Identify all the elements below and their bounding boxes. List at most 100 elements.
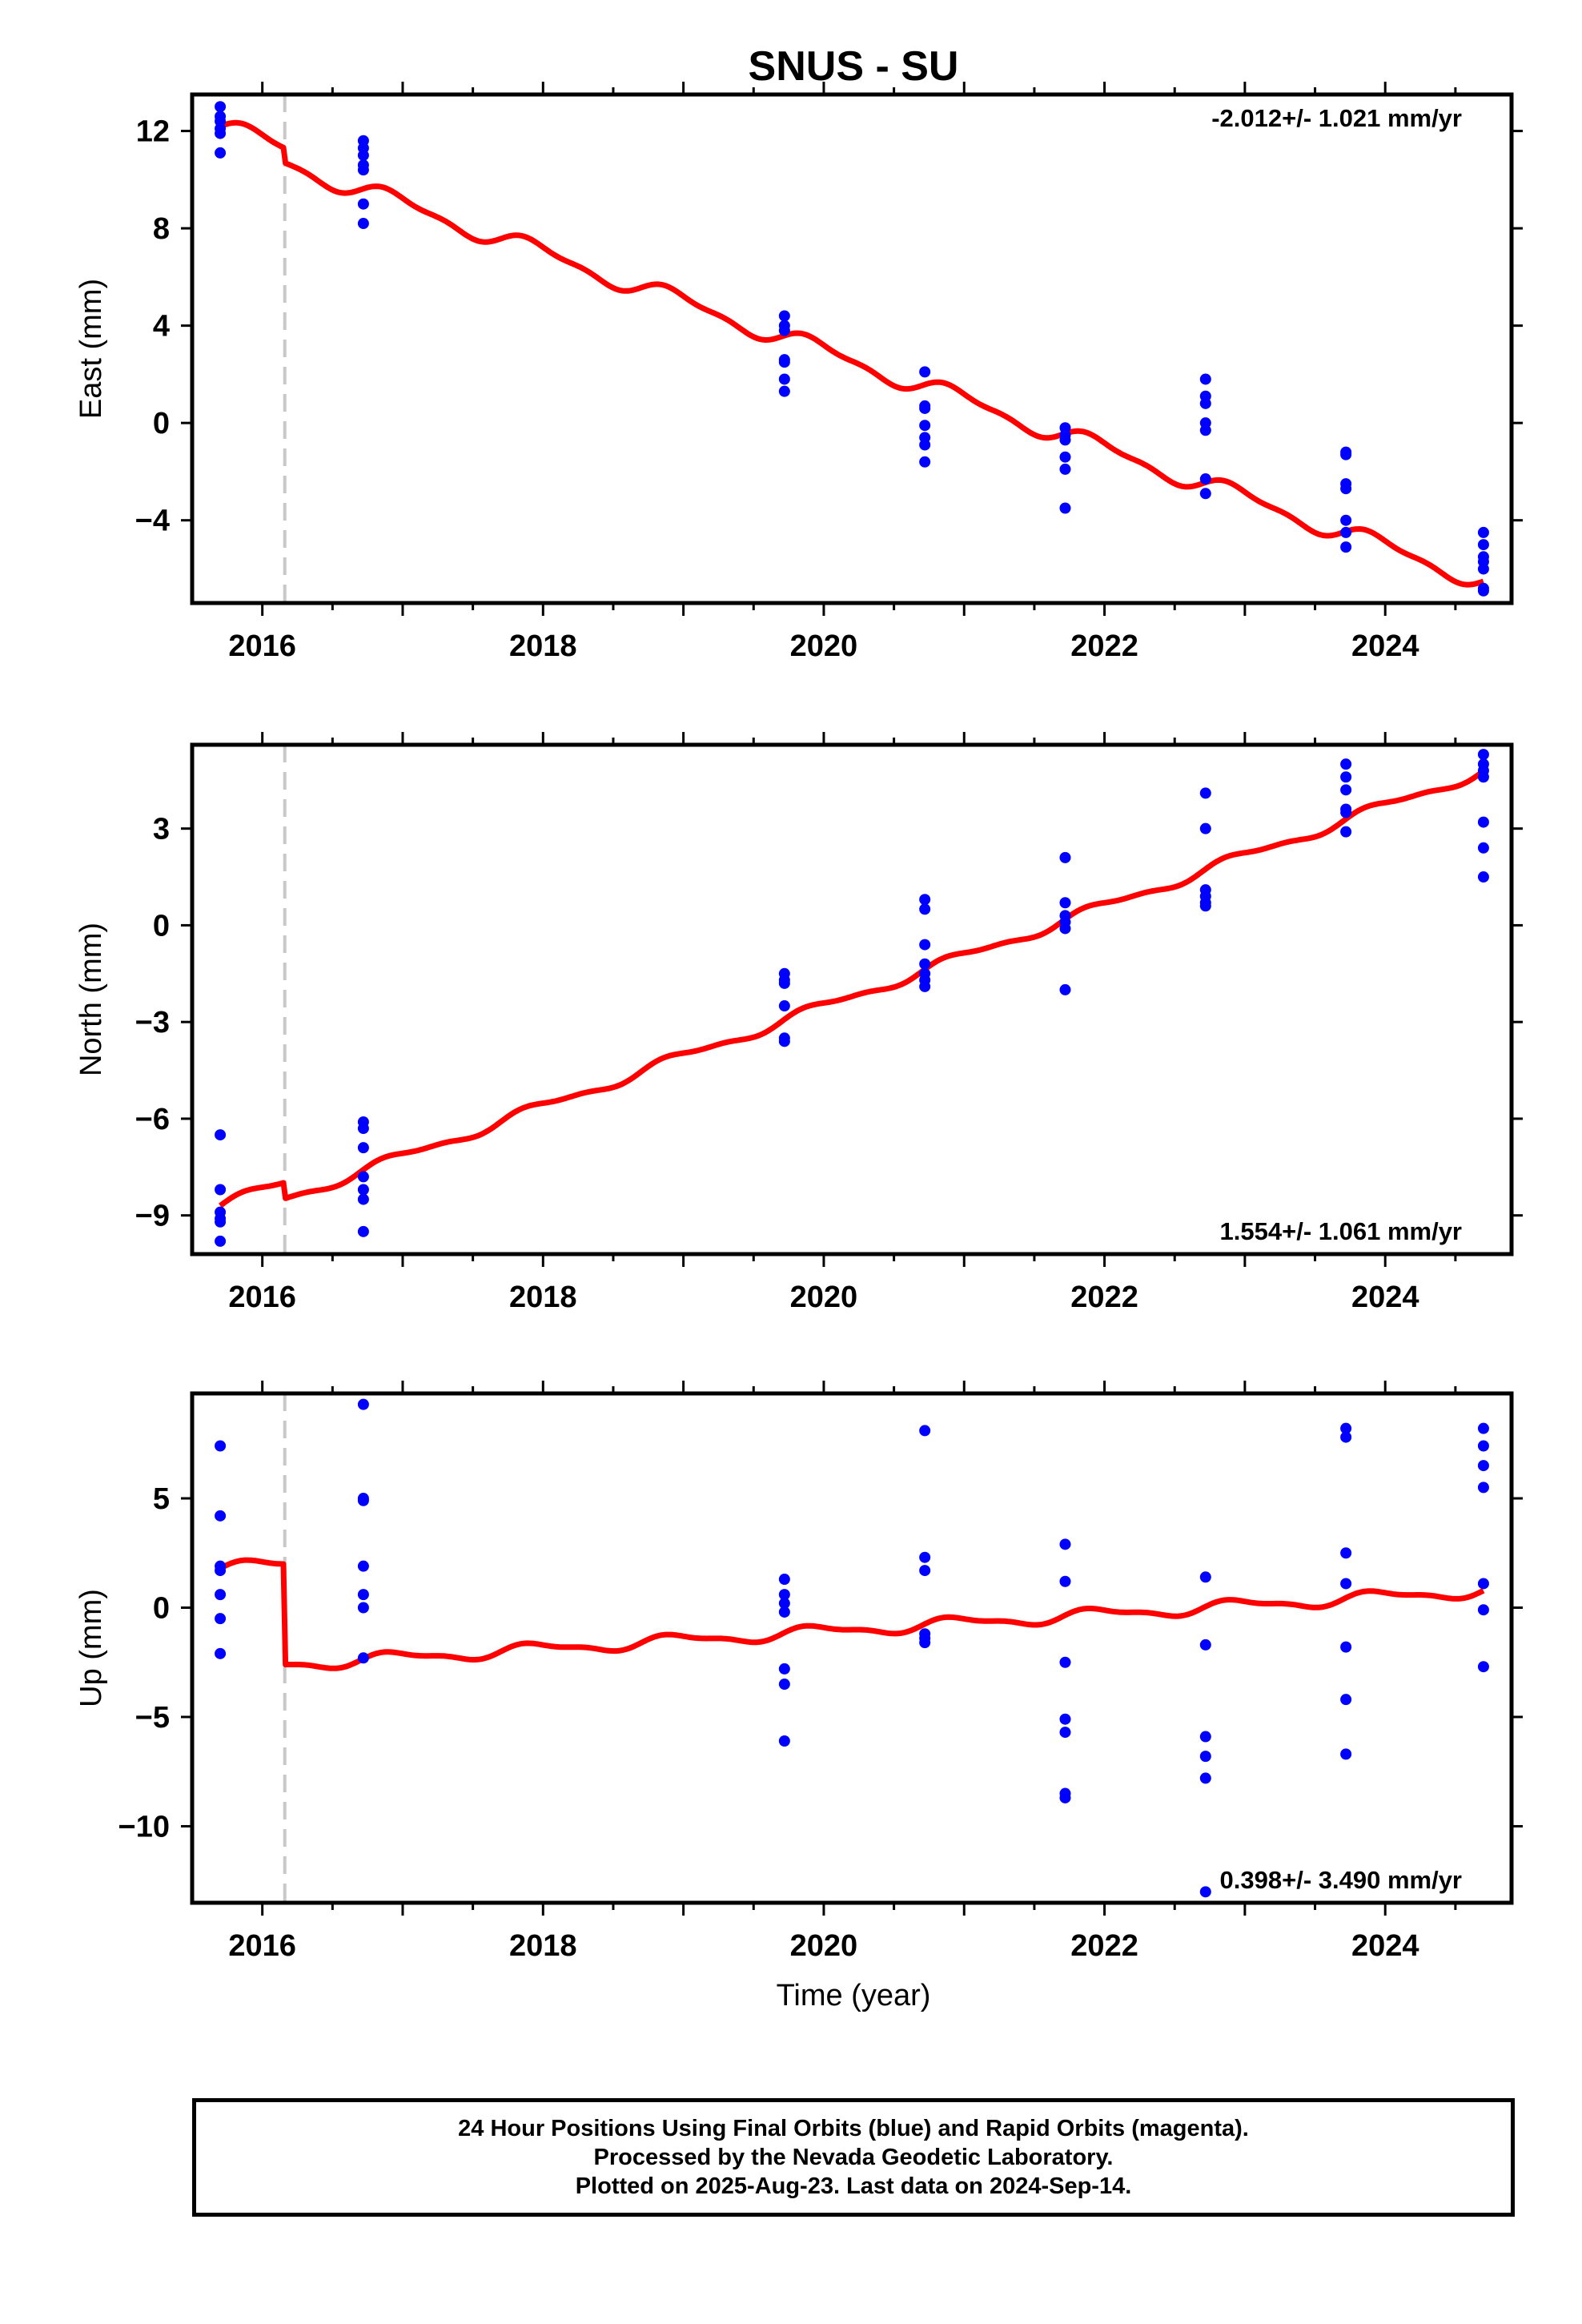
east-xtick-label: 2016: [228, 629, 296, 663]
north-data-point: [1340, 806, 1352, 818]
east-data-point: [778, 356, 790, 368]
north-xtick-label: 2022: [1070, 1281, 1138, 1314]
up-data-point: [1477, 1482, 1489, 1494]
east-data-point: [1059, 502, 1071, 514]
footer-line-2: Processed by the Nevada Geodetic Laborat…: [593, 2145, 1114, 2170]
north-data-point: [778, 1000, 790, 1012]
north-data-point: [778, 1035, 790, 1047]
up-data-point: [215, 1440, 227, 1452]
north-data-point: [1477, 871, 1489, 883]
north-data-point: [1340, 826, 1352, 838]
up-data-point: [1059, 1575, 1071, 1587]
up-xtick-label: 2022: [1070, 1929, 1138, 1963]
up-data-point: [1477, 1578, 1489, 1590]
up-data-point: [1059, 1791, 1071, 1803]
up-data-point: [357, 1560, 369, 1572]
footer-line-3: Plotted on 2025-Aug-23. Last data on 202…: [575, 2173, 1132, 2199]
east-data-point: [1477, 539, 1489, 551]
north-data-point: [215, 1129, 227, 1141]
up-data-point: [1340, 1641, 1352, 1653]
north-data-point: [1340, 784, 1352, 796]
east-data-point: [357, 149, 369, 161]
up-data-point: [357, 1602, 369, 1614]
up-data-point: [1199, 1772, 1211, 1784]
east-data-point: [1477, 563, 1489, 575]
east-data-point: [357, 164, 369, 176]
east-data-point: [1340, 448, 1352, 460]
east-data-point: [919, 402, 931, 414]
north-model-curve: [219, 768, 1485, 1208]
east-data-point: [1340, 526, 1352, 538]
up-data-point: [1340, 1578, 1352, 1590]
up-data-point: [357, 1494, 369, 1506]
up-panel: 5 0 −5 −10 Up (mm) 2016 2018 2020 2022 2024 0.398+…: [74, 1381, 1523, 1963]
up-data-point: [1340, 1547, 1352, 1559]
east-data-point: [919, 366, 931, 378]
east-xtick-label: 2020: [790, 629, 858, 663]
east-data-point: [1477, 585, 1489, 597]
east-xtick-label: 2018: [509, 629, 577, 663]
up-data-point: [1340, 1748, 1352, 1760]
north-data-point: [357, 1225, 369, 1237]
north-data-point: [1059, 923, 1071, 935]
east-ytick-label: 4: [153, 310, 170, 344]
up-xtick-label: 2024: [1351, 1929, 1419, 1963]
up-data-point: [357, 1652, 369, 1664]
up-xtick-label: 2016: [228, 1929, 296, 1963]
up-rate-label: 0.398+/- 3.490 mm/yr: [1220, 1866, 1462, 1894]
east-xtick-label: 2022: [1070, 629, 1138, 663]
north-ytick-label: −6: [135, 1103, 170, 1136]
north-rate-label: 1.554+/- 1.061 mm/yr: [1220, 1217, 1462, 1245]
up-plot-frame: [190, 1391, 1514, 1905]
north-data-point: [1199, 900, 1211, 912]
east-rate-label: -2.012+/- 1.021 mm/yr: [1211, 104, 1462, 132]
up-data-point: [357, 1398, 369, 1410]
east-data-point: [778, 324, 790, 336]
east-plot-frame: [190, 92, 1514, 605]
x-axis-label: Time (year): [777, 1979, 931, 2012]
north-y-axis-label: North (mm): [74, 923, 108, 1076]
up-data-point: [1477, 1460, 1489, 1472]
up-data-point: [1199, 1571, 1211, 1583]
up-data-point: [919, 1565, 931, 1577]
north-xtick-label: 2024: [1351, 1281, 1419, 1314]
east-ytick-label: −4: [135, 505, 170, 538]
north-data-point: [1477, 816, 1489, 828]
up-data-point: [1340, 1422, 1352, 1434]
north-ytick-label: 0: [153, 909, 170, 943]
up-data-point: [778, 1606, 790, 1618]
north-data-point: [919, 903, 931, 915]
east-data-point: [778, 385, 790, 397]
east-data-point: [778, 310, 790, 322]
east-xtick-label: 2024: [1351, 629, 1419, 663]
up-model-curve: [219, 1557, 1485, 1671]
east-data-point: [357, 218, 369, 230]
north-data-point: [1199, 822, 1211, 834]
north-data-point: [357, 1193, 369, 1205]
north-data-point: [215, 1216, 227, 1228]
footer-line-1: 24 Hour Positions Using Final Orbits (bl…: [458, 2116, 1249, 2141]
north-data-point: [919, 980, 931, 992]
up-data-point: [919, 1425, 931, 1437]
north-panel: 3 0 −3 −6 −9 North (mm) 2016 2018 2020 2022 2024 1.…: [74, 732, 1523, 1314]
north-data-point: [1477, 749, 1489, 761]
up-ytick-label: 5: [153, 1482, 170, 1516]
up-data-point: [215, 1647, 227, 1659]
up-data-point: [215, 1510, 227, 1522]
north-ytick-label: −3: [135, 1006, 170, 1039]
east-y-axis-label: East (mm): [74, 279, 108, 419]
east-data-point: [1059, 451, 1071, 463]
up-xtick-label: 2020: [790, 1929, 858, 1963]
up-data-point: [1199, 1731, 1211, 1743]
north-data-point: [919, 958, 931, 970]
east-data-point: [919, 456, 931, 468]
east-data-point: [1340, 483, 1352, 495]
up-y-axis-label: Up (mm): [74, 1589, 108, 1707]
up-data-point: [1199, 1638, 1211, 1651]
east-model-curve: [219, 119, 1485, 588]
east-data-point: [1199, 397, 1211, 409]
up-data-point: [1059, 1538, 1071, 1550]
up-data-point: [1477, 1604, 1489, 1616]
up-data-point: [778, 1589, 790, 1601]
east-data-point: [1340, 514, 1352, 526]
